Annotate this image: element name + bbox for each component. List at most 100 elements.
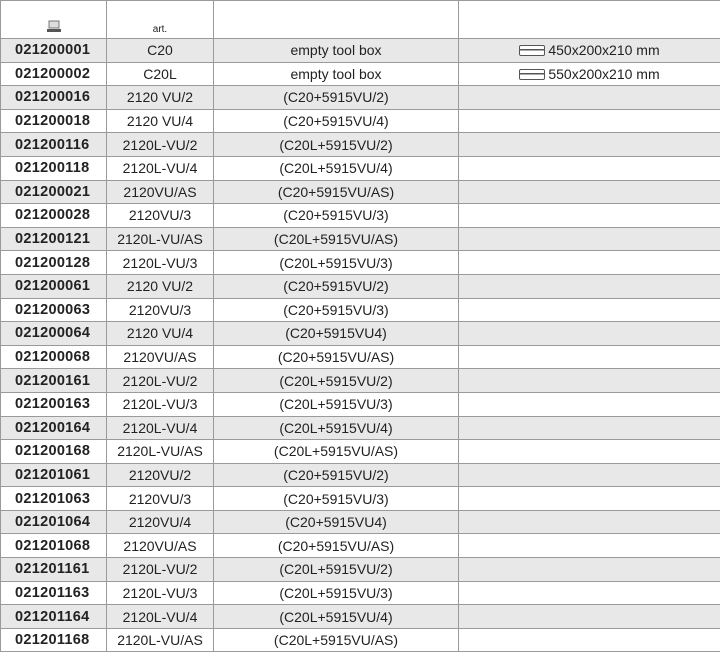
toolbox-icon [519, 69, 545, 80]
dimensions [459, 581, 720, 605]
description: (C20+5915VU/AS) [214, 534, 459, 558]
article: 2120L-VU/4 [107, 156, 214, 180]
dimensions [459, 251, 720, 275]
order-code: 021201068 [1, 534, 107, 558]
dimensions [459, 322, 720, 346]
order-code: 021200001 [1, 39, 107, 63]
dimensions [459, 558, 720, 582]
dimensions: 450x200x210 mm [459, 39, 720, 63]
article: 2120VU/3 [107, 298, 214, 322]
description: (C20L+5915VU/AS) [214, 227, 459, 251]
description: (C20L+5915VU/AS) [214, 628, 459, 652]
description: (C20+5915VU/2) [214, 463, 459, 487]
order-code: 021200128 [1, 251, 107, 275]
dimensions [459, 392, 720, 416]
header-desc [214, 1, 459, 39]
order-code: 021200021 [1, 180, 107, 204]
description: (C20+5915VU4) [214, 322, 459, 346]
description: (C20+5915VU/3) [214, 298, 459, 322]
description: (C20+5915VU/2) [214, 86, 459, 110]
order-code: 021200063 [1, 298, 107, 322]
article: 2120L-VU/AS [107, 628, 214, 652]
description: (C20+5915VU/AS) [214, 180, 459, 204]
toolbox-icon [519, 45, 545, 56]
order-code: 021201164 [1, 605, 107, 629]
description: (C20L+5915VU/2) [214, 133, 459, 157]
order-code: 021201163 [1, 581, 107, 605]
header-row: art. [1, 1, 720, 39]
article: C20L [107, 62, 214, 86]
dimensions [459, 605, 720, 629]
order-code: 021201063 [1, 487, 107, 511]
dimensions-text: 550x200x210 mm [548, 66, 659, 82]
order-code: 021200118 [1, 156, 107, 180]
header-dim [459, 1, 720, 39]
description: (C20+5915VU/3) [214, 487, 459, 511]
description: (C20L+5915VU/3) [214, 392, 459, 416]
order-code: 021201064 [1, 510, 107, 534]
dimensions [459, 109, 720, 133]
order-code: 021201061 [1, 463, 107, 487]
description: (C20L+5915VU/4) [214, 416, 459, 440]
article: 2120 VU/4 [107, 109, 214, 133]
description: (C20L+5915VU/AS) [214, 440, 459, 464]
dimensions [459, 227, 720, 251]
order-code: 021201168 [1, 628, 107, 652]
description: empty tool box [214, 39, 459, 63]
article: 2120VU/2 [107, 463, 214, 487]
dimensions [459, 416, 720, 440]
dimensions [459, 274, 720, 298]
description: (C20+5915VU/2) [214, 274, 459, 298]
article: 2120L-VU/2 [107, 133, 214, 157]
dimensions [459, 628, 720, 652]
order-code: 021200061 [1, 274, 107, 298]
article: 2120VU/3 [107, 487, 214, 511]
dimensions [459, 204, 720, 228]
dimensions [459, 133, 720, 157]
description: empty tool box [214, 62, 459, 86]
dimensions [459, 440, 720, 464]
dimensions: 550x200x210 mm [459, 62, 720, 86]
order-code: 021200121 [1, 227, 107, 251]
order-code: 021200163 [1, 392, 107, 416]
article: 2120VU/AS [107, 345, 214, 369]
order-code: 021200116 [1, 133, 107, 157]
article: 2120L-VU/3 [107, 251, 214, 275]
order-code: 021200164 [1, 416, 107, 440]
dimensions [459, 510, 720, 534]
dimensions [459, 345, 720, 369]
article: 2120 VU/2 [107, 86, 214, 110]
order-code: 021200161 [1, 369, 107, 393]
description: (C20+5915VU/3) [214, 204, 459, 228]
dimensions [459, 156, 720, 180]
article: 2120L-VU/AS [107, 440, 214, 464]
description: (C20L+5915VU/3) [214, 581, 459, 605]
description: (C20L+5915VU/3) [214, 251, 459, 275]
dimensions [459, 298, 720, 322]
header-code [1, 1, 107, 39]
description: (C20L+5915VU/2) [214, 369, 459, 393]
article: 2120L-VU/2 [107, 558, 214, 582]
order-code: 021200068 [1, 345, 107, 369]
toolbox-icon [47, 20, 61, 32]
order-code: 021200016 [1, 86, 107, 110]
dimensions [459, 86, 720, 110]
